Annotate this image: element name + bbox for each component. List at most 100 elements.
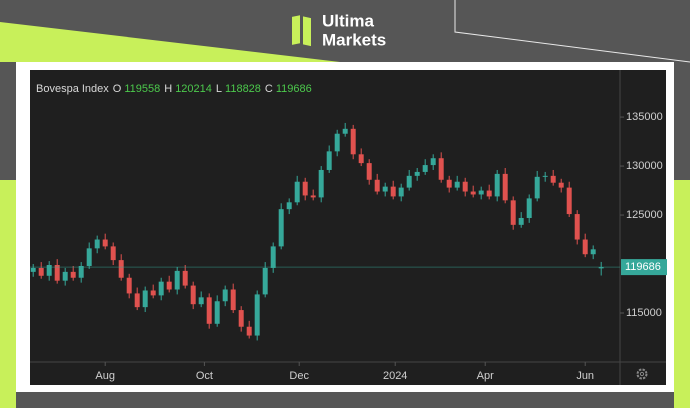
- candle-body: [494, 173, 500, 197]
- candle-body: [174, 270, 180, 290]
- candle-body: [454, 181, 460, 188]
- candle-body: [102, 239, 108, 247]
- candle-body: [326, 151, 332, 170]
- candle-body: [350, 128, 356, 155]
- candle-body: [470, 191, 476, 195]
- candle-body: [478, 190, 484, 195]
- header-text: 119686: [276, 83, 312, 95]
- candle-body: [134, 293, 140, 308]
- candle-body: [94, 239, 100, 249]
- header-text: C: [265, 83, 273, 95]
- last-price-box: [621, 259, 667, 276]
- candle-body: [230, 289, 236, 311]
- candle-body: [110, 246, 116, 261]
- candle-body: [198, 297, 204, 305]
- candle-body: [542, 175, 548, 177]
- settings-icon[interactable]: [636, 368, 648, 380]
- x-tick-label: Dec: [289, 370, 309, 382]
- logo-mark: [303, 16, 311, 47]
- candle-body: [406, 175, 412, 188]
- candle-body: [310, 195, 316, 198]
- candle-body: [118, 260, 124, 278]
- candle-body: [254, 294, 260, 336]
- x-tick-label: 2024: [383, 370, 407, 382]
- candle-body: [550, 175, 556, 183]
- last-price-label: 119686: [625, 261, 661, 273]
- candle-body: [238, 310, 244, 327]
- x-tick-label: Jun: [576, 370, 594, 382]
- logo-text: Ultima: [322, 11, 375, 30]
- logo-text: Markets: [322, 30, 386, 49]
- candle-body: [126, 277, 132, 294]
- x-tick-label: Aug: [95, 370, 115, 382]
- candle-body: [374, 179, 380, 192]
- candle-body: [358, 154, 364, 164]
- header-text: 119558: [124, 83, 160, 95]
- candle-body: [190, 285, 196, 305]
- background-accent: [0, 180, 16, 408]
- candle-body: [582, 239, 588, 255]
- background-accent: [0, 22, 340, 62]
- candle-body: [270, 246, 276, 268]
- candle-body: [502, 173, 508, 201]
- header-text: O: [113, 83, 122, 95]
- candle-body: [246, 326, 252, 336]
- candle-body: [38, 267, 44, 276]
- candle-body: [518, 217, 524, 225]
- candle-body: [142, 290, 148, 308]
- y-tick-label: 115000: [626, 307, 662, 319]
- y-tick-label: 125000: [626, 209, 663, 221]
- chart-panel: [30, 70, 666, 385]
- x-tick-label: Oct: [196, 370, 213, 382]
- candle-body: [150, 290, 156, 296]
- candle-body: [62, 271, 68, 281]
- candle-body: [222, 289, 228, 302]
- candle-body: [382, 186, 388, 192]
- candle-body: [318, 169, 324, 198]
- ohlc-header: Bovespa Index O 119558 H 120214 L 118828 C 11968…: [36, 83, 312, 95]
- x-tick-label: Apr: [477, 370, 494, 382]
- candle-body: [334, 133, 340, 152]
- candle-body: [294, 181, 300, 203]
- header-text: 118828: [225, 83, 261, 95]
- candle-body: [446, 179, 452, 188]
- candle-body: [206, 297, 212, 324]
- candle-body: [526, 198, 532, 218]
- candle-body: [182, 270, 188, 286]
- decor-line: [454, 0, 690, 63]
- candle-body: [54, 265, 60, 281]
- candle-body: [366, 163, 372, 180]
- header-text: Bovespa Index: [36, 83, 109, 95]
- candle-body: [510, 200, 516, 225]
- header-text: H: [164, 83, 172, 95]
- logo-mark: [292, 15, 300, 45]
- candle-body: [438, 158, 444, 180]
- candle-body: [30, 267, 36, 272]
- candle-body: [78, 265, 84, 278]
- candle-body: [262, 267, 268, 295]
- candle-body: [574, 214, 580, 240]
- candle-body: [462, 181, 468, 192]
- candle-body: [286, 202, 292, 210]
- candle-body: [278, 209, 284, 247]
- y-tick-label: 135000: [626, 111, 663, 123]
- candle-body: [598, 267, 604, 269]
- candle-body: [302, 181, 308, 196]
- candle-body: [390, 186, 396, 197]
- header-text: L: [216, 83, 222, 95]
- header-text: 120214: [175, 83, 212, 95]
- candle-body: [86, 248, 92, 266]
- candle-body: [486, 190, 492, 197]
- logo: Ultima Markets: [292, 11, 386, 49]
- candle-body: [398, 187, 404, 197]
- candle-body: [430, 158, 436, 166]
- candle-body: [590, 249, 596, 255]
- candle-body: [422, 165, 428, 172]
- candle-body: [166, 281, 172, 290]
- candle-body: [558, 182, 564, 188]
- candle-body: [70, 271, 76, 278]
- candle-body: [534, 176, 540, 199]
- y-tick-label: 130000: [626, 160, 663, 172]
